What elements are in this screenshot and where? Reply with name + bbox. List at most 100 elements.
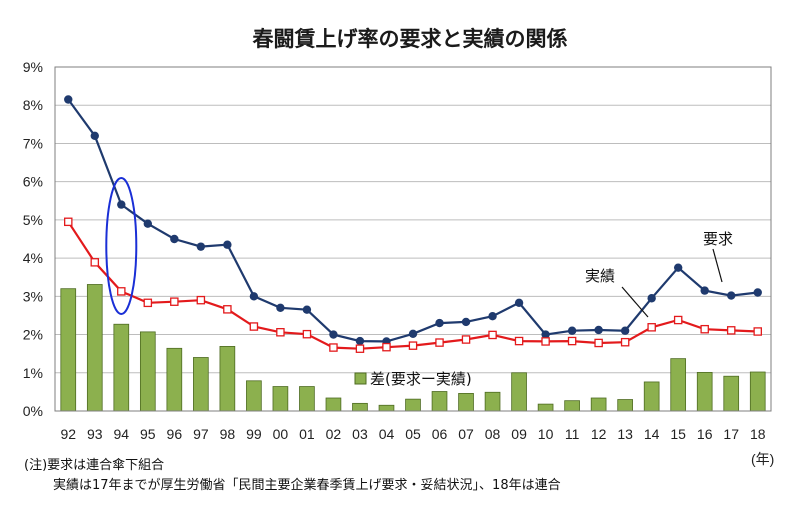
x-tick-label: 14 <box>644 426 660 442</box>
actual-point <box>514 336 524 346</box>
bar <box>590 397 607 412</box>
demand-point <box>673 263 683 272</box>
x-tick-label: 12 <box>591 426 607 442</box>
bar <box>696 371 713 412</box>
y-tick-label: 5% <box>23 212 43 228</box>
demand-point <box>64 95 73 104</box>
bar-legend-swatch <box>354 372 367 385</box>
x-tick-label: 15 <box>670 426 686 442</box>
bar <box>246 380 262 412</box>
bar <box>219 346 236 412</box>
x-tick-label: 93 <box>87 426 103 442</box>
actual-point <box>647 323 656 332</box>
actual-point <box>64 217 73 227</box>
actual-point <box>700 324 709 334</box>
actual-point <box>196 295 206 305</box>
x-tick-label: 00 <box>273 426 289 442</box>
bar <box>299 386 315 412</box>
demand-point <box>408 329 418 338</box>
y-tick-label: 7% <box>23 135 43 151</box>
actual-point <box>726 326 736 335</box>
y-tick-label: 3% <box>23 288 43 304</box>
plot-area <box>54 66 772 412</box>
label-jisseki: 実績 <box>585 267 615 285</box>
note-line-1: (注)要求は連合傘下組合 <box>24 458 165 473</box>
y-tick-label: 2% <box>23 327 43 343</box>
bar <box>86 284 103 412</box>
x-tick-label: 97 <box>193 426 209 442</box>
bar-legend-label: 差(要求ー実績) <box>370 370 472 388</box>
actual-point <box>673 315 683 325</box>
bar <box>113 323 130 412</box>
x-tick-label: 18 <box>750 426 766 442</box>
x-tick-label: 10 <box>538 426 554 442</box>
x-tick-label: 17 <box>723 426 739 442</box>
actual-point <box>382 342 391 352</box>
demand-point <box>461 317 471 327</box>
bar <box>60 288 77 412</box>
bar <box>511 372 527 412</box>
x-tick-label: 11 <box>565 426 580 442</box>
y-tick-label: 6% <box>23 174 43 190</box>
x-tick-label: 94 <box>114 426 130 442</box>
y-tick-label: 8% <box>23 97 43 113</box>
label-yokyu: 要求 <box>703 230 733 248</box>
x-tick-label: 03 <box>352 426 368 442</box>
demand-point <box>567 326 577 335</box>
bar <box>723 375 740 412</box>
actual-point <box>408 341 418 350</box>
actual-point <box>170 297 179 306</box>
x-tick-label: 04 <box>379 426 395 442</box>
bar <box>537 403 554 412</box>
x-tick-label: 13 <box>617 426 633 442</box>
demand-point <box>249 292 259 301</box>
actual-point <box>302 329 312 339</box>
demand-point <box>355 336 365 346</box>
x-unit-label: (年) <box>751 451 774 467</box>
x-tick-label: 09 <box>511 426 527 442</box>
actual-point <box>329 343 338 352</box>
x-tick-label: 07 <box>458 426 474 442</box>
bar-legend: 差(要求ー実績) <box>354 370 472 388</box>
demand-point <box>329 330 338 339</box>
x-tick-label: 16 <box>697 426 713 442</box>
bar <box>484 391 501 412</box>
x-axis: 92 93 94 95 96 97 98 99 00 01 02 03 04 05 06 07 08 09 10 11… <box>60 426 765 442</box>
y-tick-label: 1% <box>23 365 43 381</box>
x-tick-label: 96 <box>167 426 183 442</box>
y-tick-label: 9% <box>23 59 43 75</box>
label-yokyu-leader <box>712 248 723 283</box>
actual-point <box>435 338 444 347</box>
actual-point <box>223 305 232 314</box>
x-tick-label: 92 <box>60 426 76 442</box>
x-tick-label: 05 <box>405 426 421 442</box>
demand-point <box>620 326 630 335</box>
actual-point <box>249 322 259 331</box>
label-jisseki-leader <box>621 286 649 318</box>
actual-point <box>620 337 630 347</box>
actual-point <box>461 335 471 344</box>
demand-point <box>170 234 179 244</box>
actual-point <box>488 330 497 340</box>
demand-point <box>727 291 736 300</box>
bar <box>139 331 156 412</box>
note-line-2: 実績は17年までが厚生労働省「民間主要企業春季賃上げ要求・妥結状況」、18年は連… <box>53 478 561 493</box>
bar <box>749 371 766 412</box>
y-axis: 0% 1% 2% 3% 4% 5% 6% 7% 8% 9% <box>23 59 43 419</box>
bar <box>564 400 580 412</box>
line-series <box>64 95 762 353</box>
x-tick-label: 99 <box>246 426 262 442</box>
demand-point <box>223 240 232 249</box>
demand-point <box>700 286 709 295</box>
demand-point <box>514 298 524 308</box>
bar <box>325 397 342 412</box>
bar <box>643 381 660 412</box>
demand-point <box>143 219 153 228</box>
x-tick-label: 95 <box>140 426 156 442</box>
x-tick-label: 08 <box>485 426 501 442</box>
bar <box>166 347 183 412</box>
actual-point <box>567 336 577 346</box>
demand-point <box>196 242 206 251</box>
bar <box>405 398 421 412</box>
